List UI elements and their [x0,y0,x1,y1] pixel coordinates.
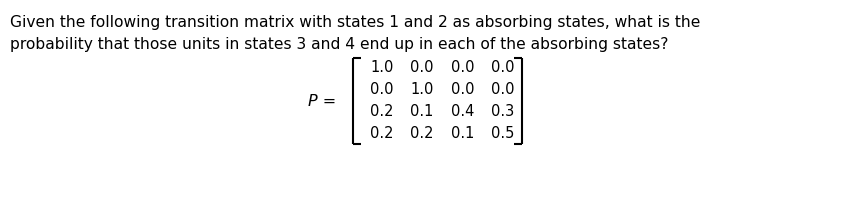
Text: Given the following transition matrix with states 1 and 2 as absorbing states, w: Given the following transition matrix wi… [10,15,701,30]
Text: 0.0: 0.0 [451,60,475,75]
Text: 0.4: 0.4 [451,105,475,120]
Text: 0.2: 0.2 [370,105,394,120]
Text: 0.0: 0.0 [451,82,475,98]
Text: 1.0: 1.0 [411,82,433,98]
Text: 0.2: 0.2 [411,127,434,141]
Text: 0.3: 0.3 [491,105,514,120]
Text: 0.1: 0.1 [451,127,475,141]
Text: 0.5: 0.5 [491,127,515,141]
Text: 0.0: 0.0 [370,82,394,98]
Text: 1.0: 1.0 [370,60,394,75]
Text: P =: P = [308,93,336,109]
Text: 0.0: 0.0 [491,82,515,98]
Text: 0.0: 0.0 [411,60,434,75]
Text: probability that those units in states 3 and 4 end up in each of the absorbing s: probability that those units in states 3… [10,37,668,52]
Text: 0.2: 0.2 [370,127,394,141]
Text: 0.1: 0.1 [411,105,433,120]
Text: 0.0: 0.0 [491,60,515,75]
